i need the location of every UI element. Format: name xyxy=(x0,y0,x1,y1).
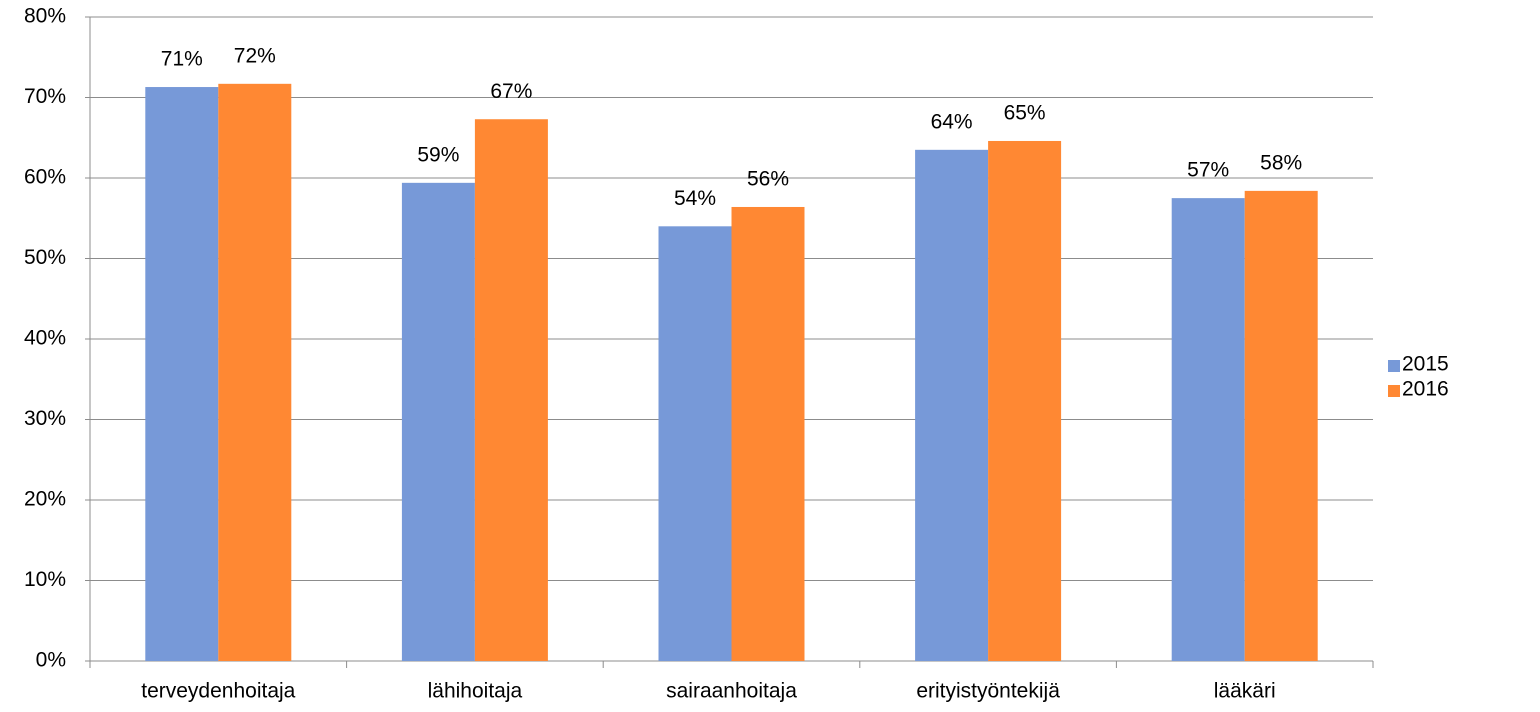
bar xyxy=(658,226,732,662)
y-tick-label: 60% xyxy=(24,166,66,189)
data-label: 72% xyxy=(234,44,276,67)
data-label: 64% xyxy=(931,110,973,133)
bar xyxy=(145,87,219,661)
x-tick-label: lähihoitaja xyxy=(428,680,523,703)
y-tick-label: 80% xyxy=(24,5,66,28)
bar xyxy=(1244,190,1318,661)
bar xyxy=(988,140,1062,662)
x-tick-label: lääkäri xyxy=(1214,680,1276,703)
y-tick-label: 0% xyxy=(36,649,66,672)
x-tick-label: erityistyöntekijä xyxy=(916,680,1060,703)
x-tick-label: terveydenhoitaja xyxy=(141,680,295,703)
bar xyxy=(731,206,805,662)
y-tick-label: 50% xyxy=(24,246,66,269)
x-tick-label: sairaanhoitaja xyxy=(666,680,797,703)
data-label: 56% xyxy=(747,168,789,191)
data-label: 65% xyxy=(1004,102,1046,125)
data-label: 67% xyxy=(490,80,532,103)
y-tick-label: 30% xyxy=(24,407,66,430)
legend-swatch xyxy=(1388,385,1400,397)
legend-swatch xyxy=(1388,360,1400,372)
data-label: 54% xyxy=(674,187,716,210)
y-tick-label: 10% xyxy=(24,568,66,591)
legend-label: 2015 xyxy=(1402,353,1449,376)
data-label: 58% xyxy=(1260,151,1302,174)
bar xyxy=(915,149,989,661)
y-tick-label: 20% xyxy=(24,488,66,511)
bar xyxy=(474,119,548,662)
legend-label: 2016 xyxy=(1402,378,1449,401)
data-label: 57% xyxy=(1187,159,1229,182)
y-tick-label: 70% xyxy=(24,85,66,108)
data-label: 59% xyxy=(417,143,459,166)
data-label: 71% xyxy=(161,48,203,71)
bar xyxy=(1171,198,1245,661)
y-tick-label: 40% xyxy=(24,327,66,350)
bar xyxy=(218,83,292,661)
bar xyxy=(401,182,475,661)
